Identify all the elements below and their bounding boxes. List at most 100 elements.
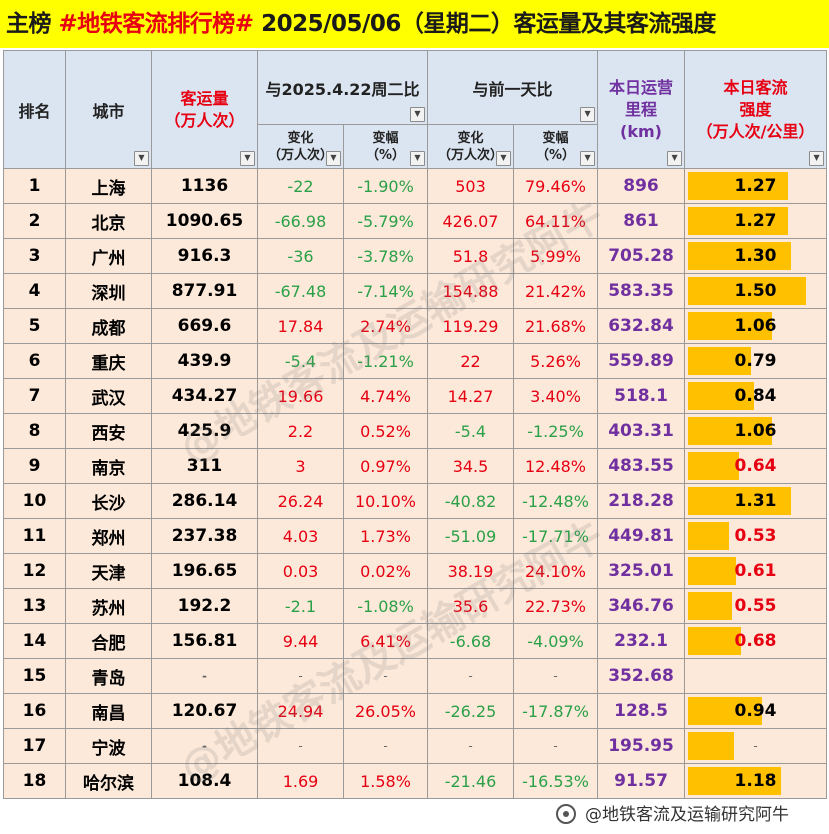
filter-dropdown-intensity-icon[interactable]: ▼ (809, 150, 825, 166)
cell-week-pct: -5.79% (343, 203, 428, 239)
cell-intensity: 0.61 (684, 553, 828, 589)
cell-km: 518.1 (597, 378, 686, 414)
intensity-bar (688, 592, 732, 620)
cell-rank: 4 (3, 273, 66, 309)
cell-km: 861 (597, 203, 686, 239)
intensity-value: - (753, 739, 758, 753)
cell-km: 559.89 (597, 343, 686, 379)
cell-day-pct: -12.48% (512, 483, 599, 519)
cell-week-change: -5.4 (257, 343, 344, 379)
cell-day-pct: -17.87% (512, 693, 599, 729)
cell-week-pct: 10.10% (343, 483, 428, 519)
cell-city: 上海 (65, 168, 152, 204)
filter-dropdown-day-icon[interactable]: ▼ (580, 106, 596, 122)
cell-day-change: 14.27 (427, 378, 514, 414)
cell-week-pct: -3.78% (343, 238, 428, 274)
table-row: 1 上海 1136 -22 -1.90% 503 79.46% 896 1.27 (3, 168, 828, 204)
title-prefix: 主榜 (6, 11, 52, 37)
cell-week-change: 26.24 (257, 483, 344, 519)
intensity-value: 0.84 (734, 386, 777, 406)
cell-day-change: -26.25 (427, 693, 514, 729)
cell-day-pct: -17.71% (512, 518, 599, 554)
filter-dropdown-city-icon[interactable]: ▼ (134, 150, 149, 166)
cell-week-pct: 2.74% (343, 308, 428, 344)
cell-km: 195.95 (597, 728, 686, 764)
table-row: 17 宁波 - - - - -195.95- (3, 728, 828, 764)
intensity-bar (688, 697, 763, 725)
cell-city: 北京 (65, 203, 152, 239)
cell-day-change: 426.07 (427, 203, 514, 239)
cell-volume: 425.9 (151, 413, 258, 449)
cell-week-change: - (257, 658, 344, 694)
cell-week-pct: -1.08% (343, 588, 428, 624)
intensity-bar (688, 417, 772, 445)
table-row: 14 合肥 156.81 9.44 6.41% -6.68 -4.09% 232.1 0.68 (3, 623, 828, 659)
cell-week-change: - (257, 728, 344, 764)
cell-rank: 1 (3, 168, 66, 204)
cell-day-change: -5.4 (427, 413, 514, 449)
cell-intensity: 1.06 (684, 308, 828, 344)
intensity-bar (688, 522, 730, 550)
header-intensity-line3: （万人次/公里） (696, 121, 815, 141)
cell-city: 天津 (65, 553, 152, 589)
header-km: 本日运营 里程 (km) ▼ (597, 50, 686, 169)
cell-rank: 8 (3, 413, 66, 449)
cell-km: 346.76 (597, 588, 686, 624)
cell-volume: 108.4 (151, 763, 258, 799)
filter-dropdown-volume-icon[interactable]: ▼ (240, 150, 255, 166)
intensity-bar (688, 382, 755, 410)
cell-km: 128.5 (597, 693, 686, 729)
cell-week-change: 19.66 (257, 378, 344, 414)
header-intensity-line1: 本日客流 (723, 77, 788, 97)
header-week-pct-line1: 变幅 (372, 130, 399, 146)
cell-day-change: -40.82 (427, 483, 514, 519)
filter-dropdown-week-change-icon[interactable]: ▼ (326, 150, 341, 166)
cell-week-change: 2.2 (257, 413, 344, 449)
cell-city: 青岛 (65, 658, 152, 694)
cell-volume: 877.91 (151, 273, 258, 309)
cell-day-change: 119.29 (427, 308, 514, 344)
table-row: 8 西安 425.9 2.2 0.52% -5.4 -1.25% 403.31 1.06 (3, 413, 828, 449)
cell-day-change: -51.09 (427, 518, 514, 554)
cell-km: 218.28 (597, 483, 686, 519)
cell-volume: 439.9 (151, 343, 258, 379)
cell-city: 哈尔滨 (65, 763, 152, 799)
cell-week-pct: 26.05% (343, 693, 428, 729)
filter-dropdown-week-pct-icon[interactable]: ▼ (410, 150, 425, 166)
cell-rank: 9 (3, 448, 66, 484)
cell-intensity: 0.55 (684, 588, 828, 624)
header-rank: 排名 (3, 50, 66, 169)
header-intensity: 本日客流 强度 （万人次/公里） ▼ (684, 50, 828, 169)
table-row: 7 武汉 434.27 19.66 4.74% 14.27 3.40% 518.1 0.84 (3, 378, 828, 414)
cell-day-change: -21.46 (427, 763, 514, 799)
cell-day-change: 34.5 (427, 448, 514, 484)
cell-km: 352.68 (597, 658, 686, 694)
intensity-value: 1.27 (734, 211, 777, 231)
title-date: 2025/05/06（星期二）客运量及其客流强度 (261, 11, 716, 37)
header-day-change: 变化 （万人次） ▼ (427, 124, 514, 169)
cell-day-pct: 64.11% (512, 203, 599, 239)
filter-dropdown-week-icon[interactable]: ▼ (410, 106, 425, 122)
header-week-change-line2: （万人次） (267, 147, 333, 163)
header-rank-label: 排名 (18, 101, 51, 121)
cell-week-change: 17.84 (257, 308, 344, 344)
cell-rank: 10 (3, 483, 66, 519)
cell-volume: 311 (151, 448, 258, 484)
header-km-line2: 里程 (625, 99, 658, 119)
cell-city: 郑州 (65, 518, 152, 554)
cell-intensity: 1.50 (684, 273, 828, 309)
filter-dropdown-day-change-icon[interactable]: ▼ (496, 150, 511, 166)
cell-volume: - (151, 658, 258, 694)
intensity-value: 0.94 (734, 701, 777, 721)
intensity-value: 0.53 (734, 526, 777, 546)
table-row: 18 哈尔滨 108.4 1.69 1.58% -21.46 -16.53% 91.57 1.1… (3, 763, 828, 799)
cell-week-pct: 1.73% (343, 518, 428, 554)
cell-city: 宁波 (65, 728, 152, 764)
cell-intensity: 1.06 (684, 413, 828, 449)
cell-day-pct: 12.48% (512, 448, 599, 484)
filter-dropdown-km-icon[interactable]: ▼ (667, 150, 683, 166)
header-compare-day: 与前一天比 ▼ (426, 50, 599, 125)
filter-dropdown-day-pct-icon[interactable]: ▼ (580, 150, 596, 166)
intensity-bar (688, 207, 789, 235)
table-row: 4 深圳 877.91 -67.48 -7.14% 154.88 21.42% 583.35 1… (3, 273, 828, 309)
